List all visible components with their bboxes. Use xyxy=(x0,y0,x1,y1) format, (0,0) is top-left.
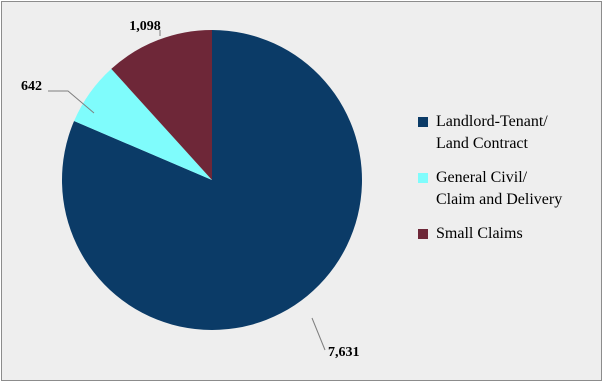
legend-item-landlord-tenant: Landlord-Tenant/Land Contract xyxy=(418,111,603,155)
legend-label-landlord-tenant-line-1: Landlord-Tenant/ xyxy=(436,113,548,130)
data-label-landlord-tenant: 7,631 xyxy=(328,345,360,360)
legend-label-general-civil-line-1: General Civil/ xyxy=(436,169,528,186)
data-labels: 7,631 642 1,098 xyxy=(21,19,360,360)
pie-slice-general-civil xyxy=(74,68,212,180)
legend-label-landlord-tenant-line-2: Land Contract xyxy=(436,135,528,152)
legend-label-small-claims-line-1: Small Claims xyxy=(436,225,523,242)
data-label-small-claims: 1,098 xyxy=(129,19,161,34)
leader-lines xyxy=(48,30,326,351)
leader-line-general-civil xyxy=(48,90,95,114)
pie-slice-landlord-tenant xyxy=(61,30,362,331)
legend-swatch-general-civil xyxy=(418,173,428,183)
legend-swatch-landlord-tenant xyxy=(418,117,428,127)
legend-label-general-civil-line-2: Claim and Delivery xyxy=(436,191,563,208)
legend-item-small-claims: Small Claims xyxy=(418,223,603,245)
data-label-general-civil: 642 xyxy=(21,79,42,94)
legend-swatch-small-claims xyxy=(418,229,428,239)
leader-line-landlord-tenant xyxy=(311,317,326,351)
pie-slices xyxy=(61,30,362,331)
legend-item-general-civil: General Civil/Claim and Delivery xyxy=(418,167,603,211)
pie-slice-small-claims xyxy=(111,30,212,180)
legend: Landlord-Tenant/Land Contract General Civ… xyxy=(418,111,603,257)
